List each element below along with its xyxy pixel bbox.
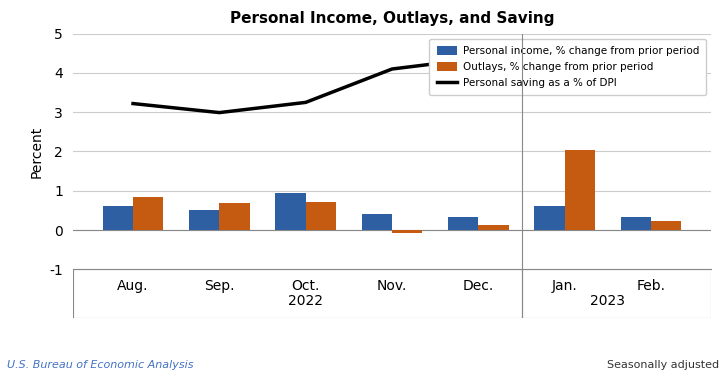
Text: 2022: 2022 [288,294,323,308]
Text: 2023: 2023 [590,294,625,308]
Bar [651,221,681,230]
Bar [534,206,565,230]
Y-axis label: Percent: Percent [30,125,44,178]
Text: U.S. Bureau of Economic Analysis: U.S. Bureau of Economic Analysis [7,360,194,370]
Bar [219,203,250,230]
Bar [621,217,651,230]
Bar [478,225,509,230]
Text: Seasonally adjusted: Seasonally adjusted [607,360,719,370]
Bar [189,210,219,230]
Title: Personal Income, Outlays, and Saving: Personal Income, Outlays, and Saving [230,10,554,25]
Bar [103,206,133,230]
Bar [306,202,336,230]
Bar [392,230,423,233]
Bar [133,197,163,230]
Bar [565,150,595,230]
Bar [275,193,306,230]
Legend: Personal income, % change from prior period, Outlays, % change from prior period: Personal income, % change from prior per… [429,39,706,95]
Bar [448,217,478,230]
Bar [362,214,392,230]
